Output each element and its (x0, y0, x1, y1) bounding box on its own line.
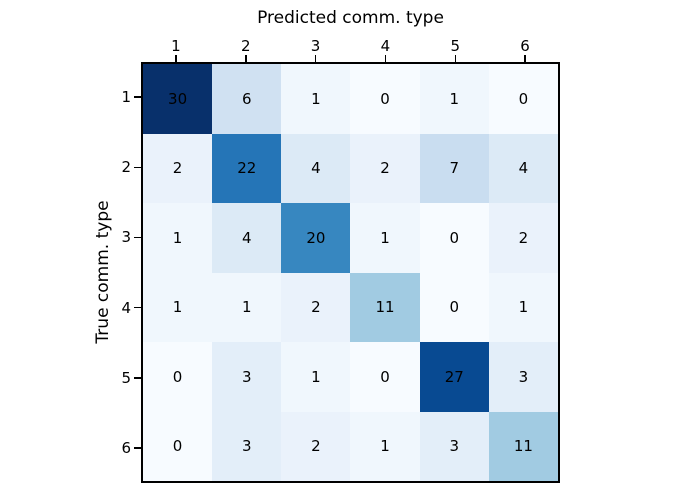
matrix-cell-r4-c6: 1 (488, 272, 558, 342)
matrix-cell-r3-c4: 1 (350, 203, 420, 273)
matrix-cell-r4-c3: 2 (281, 272, 351, 342)
y-tick-label: 1 (121, 88, 131, 107)
y-tick-label: 2 (121, 158, 131, 177)
matrix-cell-r6-c1: 0 (143, 411, 213, 481)
y-tick-mark (134, 96, 141, 98)
matrix-cell-r3-c6: 2 (488, 203, 558, 273)
y-tick-mark (134, 166, 141, 168)
matrix-cell-r2-c1: 2 (143, 133, 213, 203)
matrix-cell-r5-c6: 3 (488, 342, 558, 412)
matrix-cell-r3-c3: 20 (281, 203, 351, 273)
matrix-cell-r5-c4: 0 (350, 342, 420, 412)
y-tick-mark (134, 447, 141, 449)
y-tick-mark (134, 377, 141, 379)
x-tick-mark (314, 55, 317, 62)
x-tick-mark (384, 55, 387, 62)
matrix-cell-r2-c6: 4 (488, 133, 558, 203)
x-tick-label: 4 (380, 37, 391, 55)
x-tick-label: 6 (520, 37, 530, 55)
matrix-cell-r2-c2: 22 (212, 133, 282, 203)
matrix-cell-r1-c6: 0 (488, 64, 558, 134)
x-tick-label: 5 (450, 37, 461, 55)
x-tick-label: 3 (310, 37, 321, 55)
matrix-cell-r2-c5: 7 (419, 133, 489, 203)
matrix-cell-r1-c1: 30 (143, 64, 213, 134)
matrix-cell-r5-c3: 1 (281, 342, 351, 412)
y-tick-label: 6 (121, 438, 131, 457)
y-axis-title: True comm. type (93, 200, 113, 344)
matrix-cell-r3-c2: 4 (212, 203, 282, 273)
matrix-cell-r4-c4: 11 (350, 272, 420, 342)
matrix-cell-r4-c5: 0 (419, 272, 489, 342)
x-tick-label: 2 (240, 37, 251, 55)
heatmap-grid: 30 6 1 0 1 0 2 22 4 2 7 4 1 4 20 1 0 2 1 1 2 11 0 1 0 3 1 0 27 3 0 3 2 1 3… (143, 64, 558, 481)
y-tick-label: 4 (121, 298, 131, 317)
matrix-cell-r2-c4: 2 (350, 133, 420, 203)
x-axis-title: Predicted comm. type (257, 8, 444, 28)
matrix-cell-r3-c1: 1 (143, 203, 213, 273)
matrix-cell-r1-c5: 1 (419, 64, 489, 134)
x-tick-mark (175, 55, 177, 62)
y-tick-mark (134, 306, 141, 309)
matrix-cell-r4-c2: 1 (212, 272, 282, 342)
matrix-cell-r4-c1: 1 (143, 272, 213, 342)
heatmap-plot-area: 30 6 1 0 1 0 2 22 4 2 7 4 1 4 20 1 0 2 1 1 2 11 0 1 0 3 1 0 27 3 0 3 2 1 3… (141, 62, 560, 483)
matrix-cell-r2-c3: 4 (281, 133, 351, 203)
x-tick-mark (245, 55, 247, 62)
matrix-cell-r5-c2: 3 (212, 342, 282, 412)
x-tick-mark (454, 55, 456, 62)
y-tick-label: 5 (121, 368, 131, 387)
y-tick-mark (134, 236, 141, 239)
matrix-cell-r6-c5: 3 (419, 411, 489, 481)
matrix-cell-r3-c5: 0 (419, 203, 489, 273)
matrix-cell-r1-c2: 6 (212, 64, 282, 134)
x-tick-label: 1 (171, 37, 181, 55)
x-tick-mark (524, 55, 526, 62)
matrix-cell-r6-c2: 3 (212, 411, 282, 481)
matrix-cell-r5-c5: 27 (419, 342, 489, 412)
matrix-cell-r1-c4: 0 (350, 64, 420, 134)
matrix-cell-r6-c3: 2 (281, 411, 351, 481)
matrix-cell-r5-c1: 0 (143, 342, 213, 412)
matrix-cell-r6-c6: 11 (488, 411, 558, 481)
matrix-cell-r1-c3: 1 (281, 64, 351, 134)
y-tick-label: 3 (121, 228, 131, 247)
matrix-cell-r6-c4: 1 (350, 411, 420, 481)
